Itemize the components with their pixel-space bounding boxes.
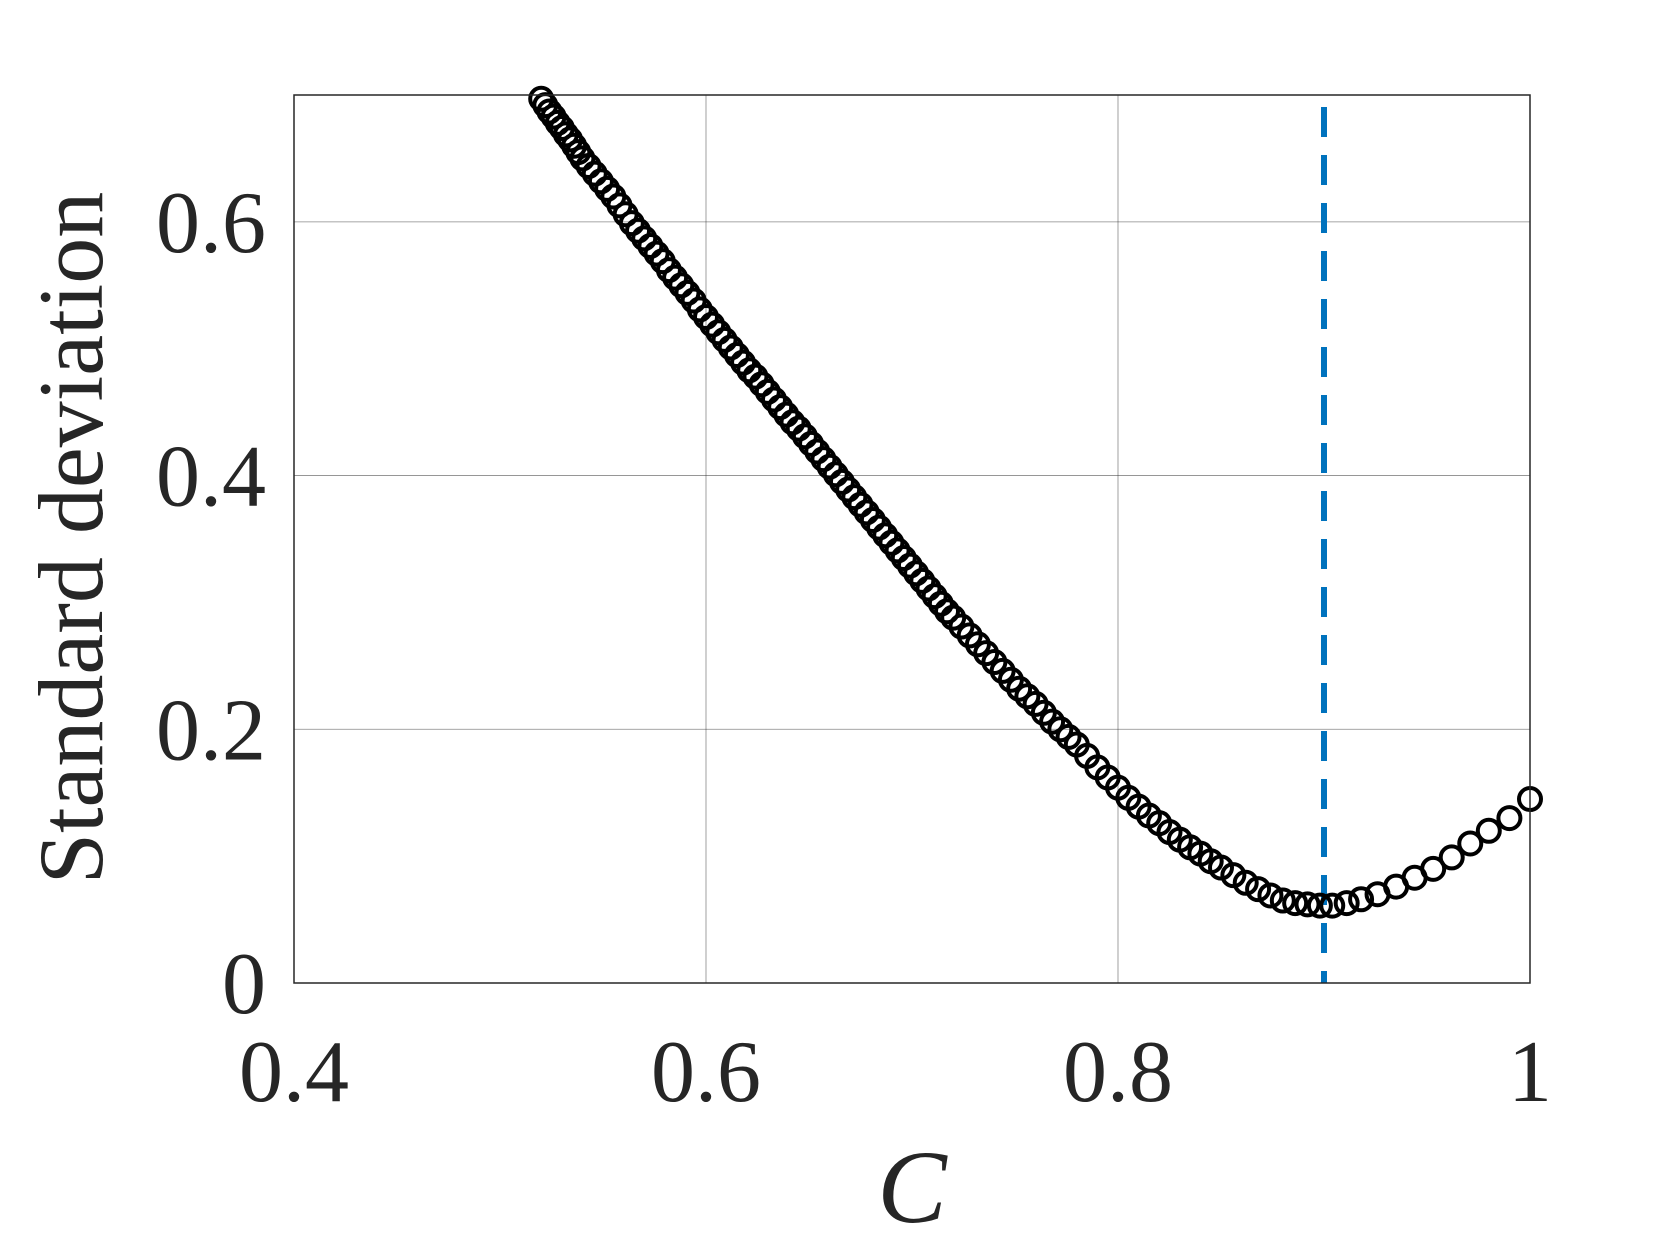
data-point [828,468,855,495]
y-tick-label: 0.6 [156,175,266,272]
data-point [711,326,738,353]
data-point [1496,805,1523,832]
data-point [569,145,596,172]
data-point [631,225,658,252]
data-point [1039,708,1066,735]
data-point [847,491,874,518]
x-tick-label: 0.8 [1063,1024,1173,1121]
x-tick-label: 1 [1508,1024,1552,1121]
data-point [655,257,682,284]
data-point [1245,876,1272,903]
data-point [767,394,794,421]
data-point [915,575,942,602]
data-point [1232,869,1259,896]
y-tick-label: 0.4 [156,429,266,526]
data-point [934,598,961,625]
data-point [872,522,899,549]
data-point [816,453,843,480]
plot-background [294,95,1530,983]
data-point [878,529,905,556]
data-point [835,476,862,503]
data-point [1457,830,1484,857]
data-point [1438,844,1465,871]
y-tick-labels: 0 0.2 0.4 0.6 [156,175,266,1033]
data-point [754,378,781,405]
data-point [866,514,893,541]
data-point [693,304,719,330]
y-tick-label: 0.2 [156,682,266,779]
data-point [810,446,837,473]
y-tick-label: 0 [222,936,266,1033]
data-point [1047,716,1074,743]
data-point [575,153,602,180]
data-point [1348,886,1375,913]
data-point [1420,855,1447,882]
data-point [884,537,911,564]
data-point [742,363,769,390]
data-point [798,430,825,457]
data-point [1055,723,1082,750]
data-point [760,386,787,413]
data-point [822,461,849,488]
data-point [705,319,732,346]
data-point [618,210,645,237]
data-point [903,560,930,587]
data-point [1269,887,1296,914]
plot-frame [293,94,1531,984]
data-point [791,423,818,450]
data-point [859,506,886,533]
data-markers [528,85,1543,919]
data-point [686,296,713,323]
x-tick-label: 0.6 [651,1024,761,1121]
data-point [581,160,608,187]
data-point [643,240,670,267]
data-point [896,552,923,579]
data-point [1333,890,1360,917]
data-point [699,311,726,338]
data-point [748,371,775,398]
data-point [674,279,701,306]
data-point [717,334,744,361]
data-point [1306,892,1333,919]
data-point [909,567,936,594]
data-point [1014,683,1041,710]
x-tick-label: 0.4 [239,1024,349,1121]
data-point [841,484,868,511]
data-point [804,438,831,465]
data-point [723,342,750,369]
data-point [594,175,621,202]
data-point [1475,817,1502,844]
data-point [921,583,948,610]
data-point [625,217,652,244]
data-point [1282,890,1309,917]
data-point [637,232,664,259]
data-point [587,168,614,195]
data-point [1006,675,1033,702]
x-axis-label: C [877,1130,948,1245]
data-point [1319,892,1346,919]
y-axis-label: Standard deviation [20,192,122,884]
data-point [853,499,880,526]
data-point [668,272,695,299]
grid-lines [294,95,1530,983]
data-point [1257,882,1284,909]
data-point [662,264,689,291]
data-point [1294,891,1321,918]
x-tick-labels: 0.4 0.6 0.8 1 [239,1024,1552,1121]
data-point [785,415,812,442]
data-point [890,545,917,572]
